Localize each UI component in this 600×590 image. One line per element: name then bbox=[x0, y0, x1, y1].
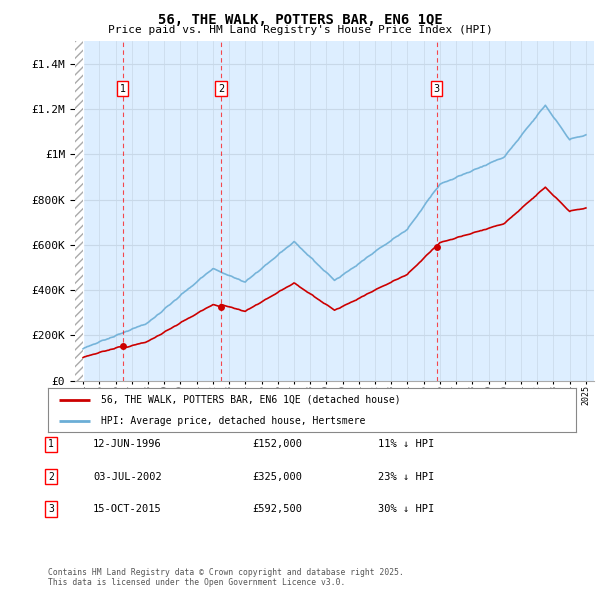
Text: 11% ↓ HPI: 11% ↓ HPI bbox=[378, 440, 434, 449]
Bar bbox=[75, 41, 83, 381]
Text: 56, THE WALK, POTTERS BAR, EN6 1QE (detached house): 56, THE WALK, POTTERS BAR, EN6 1QE (deta… bbox=[101, 395, 400, 405]
Text: 12-JUN-1996: 12-JUN-1996 bbox=[93, 440, 162, 449]
Text: £592,500: £592,500 bbox=[252, 504, 302, 514]
Text: Price paid vs. HM Land Registry's House Price Index (HPI): Price paid vs. HM Land Registry's House … bbox=[107, 25, 493, 35]
Text: 2: 2 bbox=[48, 472, 54, 481]
Text: 1: 1 bbox=[48, 440, 54, 449]
Text: 56, THE WALK, POTTERS BAR, EN6 1QE: 56, THE WALK, POTTERS BAR, EN6 1QE bbox=[158, 13, 442, 27]
Bar bbox=[75, 41, 83, 381]
Text: 2: 2 bbox=[218, 84, 224, 94]
Text: 3: 3 bbox=[48, 504, 54, 514]
Text: 1: 1 bbox=[119, 84, 126, 94]
Text: Contains HM Land Registry data © Crown copyright and database right 2025.
This d: Contains HM Land Registry data © Crown c… bbox=[48, 568, 404, 587]
Text: 15-OCT-2015: 15-OCT-2015 bbox=[93, 504, 162, 514]
Text: 30% ↓ HPI: 30% ↓ HPI bbox=[378, 504, 434, 514]
Text: HPI: Average price, detached house, Hertsmere: HPI: Average price, detached house, Hert… bbox=[101, 416, 365, 426]
Text: £325,000: £325,000 bbox=[252, 472, 302, 481]
Text: £152,000: £152,000 bbox=[252, 440, 302, 449]
Text: 3: 3 bbox=[433, 84, 440, 94]
Text: 23% ↓ HPI: 23% ↓ HPI bbox=[378, 472, 434, 481]
Text: 03-JUL-2002: 03-JUL-2002 bbox=[93, 472, 162, 481]
